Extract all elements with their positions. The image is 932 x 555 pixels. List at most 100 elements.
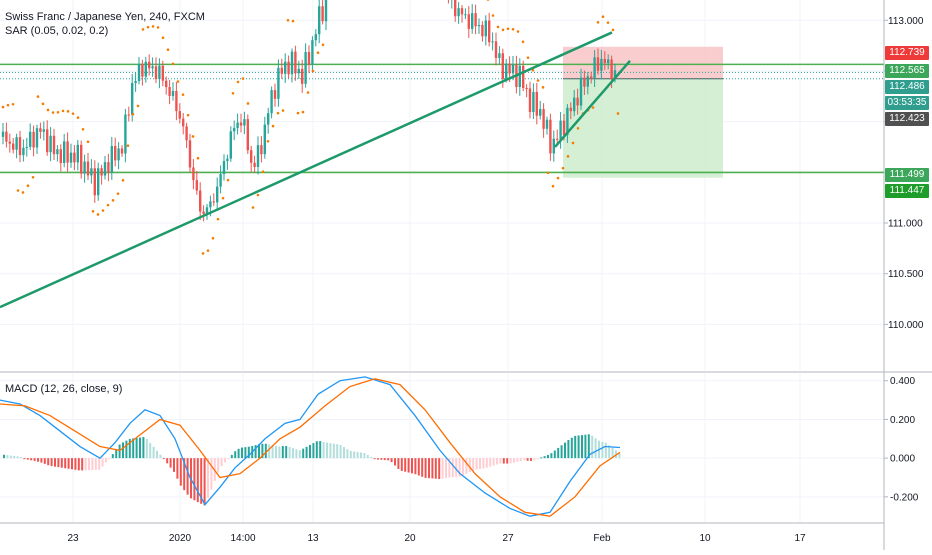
sar-dot [506, 27, 510, 31]
macd-histogram-bar [203, 458, 206, 506]
candle-body [63, 141, 66, 164]
macd-histogram-bar [142, 437, 145, 459]
macd-histogram-bar [557, 447, 560, 459]
candle-body [205, 207, 209, 214]
candle-body [161, 65, 164, 81]
sar-dot [81, 127, 85, 131]
macd-histogram-bar [496, 458, 498, 465]
sar-dot [211, 236, 215, 240]
macd-histogram-bar [377, 458, 379, 460]
macd-histogram-bar [64, 458, 67, 469]
sar-dot [161, 36, 165, 40]
macd-histogram-bar [353, 451, 356, 459]
macd-histogram-bar [489, 458, 492, 467]
macd-histogram-bar [57, 458, 60, 468]
price-tag-level-lower: 111.499 [885, 168, 929, 182]
macd-histogram-bar [346, 449, 349, 459]
candle-body [260, 145, 263, 155]
candle-body [171, 90, 175, 96]
sar-dot [196, 156, 200, 160]
sar-dot [216, 217, 220, 221]
candle-body [256, 145, 260, 168]
macd-histogram-bar [128, 438, 131, 459]
sar-dot [96, 213, 100, 216]
candle-body [35, 128, 39, 148]
macd-histogram-bar [414, 458, 417, 475]
macd-histogram-bar [550, 453, 553, 459]
macd-histogram-bar [54, 458, 56, 467]
macd-histogram-bar [271, 445, 274, 459]
macd-histogram-bar [400, 458, 403, 471]
sar-dot [176, 80, 180, 83]
candle-body [212, 201, 215, 203]
macd-tick-label: 0.400 [890, 376, 915, 387]
macd-line [0, 376, 621, 517]
candle-body [165, 80, 168, 88]
candle-body [219, 174, 222, 187]
candle-body [100, 168, 103, 176]
macd-histogram-bar [366, 454, 369, 459]
macd-histogram-bar [472, 458, 475, 471]
candle-body [270, 90, 273, 114]
macd-histogram-bar [176, 458, 179, 479]
sar-dot [76, 116, 80, 119]
macd-histogram-bar [502, 458, 505, 464]
macd-histogram-bar [101, 458, 104, 467]
sar-dot [516, 30, 520, 33]
time-tick-label: 2020 [169, 533, 192, 544]
macd-histogram-bar [20, 457, 22, 459]
sar-dot [546, 171, 550, 175]
candle-body [549, 119, 552, 154]
macd-histogram-bar [152, 446, 155, 459]
macd-histogram-bar [383, 458, 386, 461]
macd-histogram-bar [60, 458, 63, 468]
macd-histogram-bar [482, 458, 485, 469]
candle-body [586, 76, 589, 87]
macd-histogram-bar [125, 440, 128, 459]
macd-histogram-bar [448, 458, 451, 478]
candle-body [454, 0, 457, 17]
candle-body [226, 158, 229, 162]
sar-dot [316, 51, 320, 54]
sar-dot [246, 102, 250, 105]
macd-histogram-bar [84, 458, 87, 471]
macd-tick-label: 0.200 [890, 415, 915, 426]
macd-histogram-bar [149, 442, 152, 459]
candle-body [596, 57, 600, 71]
candle-body [137, 63, 141, 82]
candle-body [559, 120, 562, 140]
macd-histogram-bar [343, 447, 345, 459]
candle-body [154, 66, 158, 80]
macd-histogram-bar [162, 458, 165, 460]
sar-dot [231, 91, 235, 95]
macd-histogram-bar [247, 446, 250, 459]
sar-dot [261, 170, 265, 174]
macd-histogram-bar [591, 435, 594, 459]
candle-body [49, 135, 52, 153]
candle-body [253, 162, 256, 168]
macd-histogram-bar [193, 458, 196, 501]
sar-dot [66, 110, 70, 113]
sar-dot [531, 68, 535, 72]
sar-dot [1, 105, 5, 109]
macd-histogram-bar [132, 438, 135, 459]
sar-dot [511, 27, 515, 31]
candle-body [491, 41, 494, 43]
candle-body [488, 20, 491, 43]
sar-dot [301, 110, 305, 114]
candle-body [199, 190, 202, 212]
macd-histogram-bar [441, 458, 444, 479]
macd-histogram-bar [88, 458, 90, 471]
macd-histogram-bar [166, 458, 169, 464]
macd-histogram-bar [574, 435, 577, 459]
sar-dot [551, 184, 555, 188]
macd-histogram-bar [387, 458, 390, 461]
macd-tick-label: -0.200 [890, 492, 919, 503]
sar-dot [241, 77, 245, 80]
candle-body [1, 131, 5, 137]
macd-histogram-bar [196, 458, 199, 503]
macd-histogram-bar [363, 453, 366, 459]
macd-histogram-bar [309, 444, 311, 459]
macd-histogram-bar [118, 444, 121, 459]
